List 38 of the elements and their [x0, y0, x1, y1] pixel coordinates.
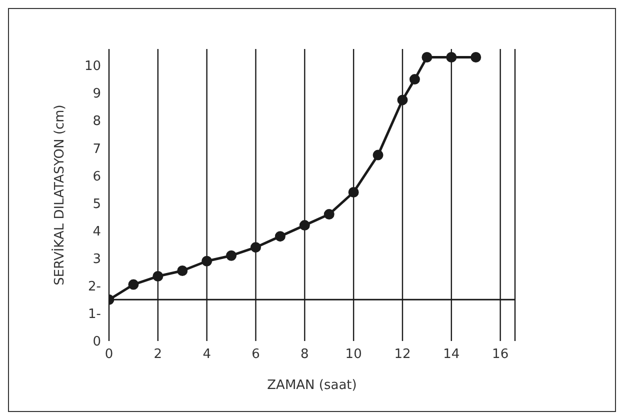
- x-tick-label: 10: [345, 347, 362, 362]
- x-tick-label: 0: [104, 347, 114, 362]
- point: [299, 220, 310, 231]
- point: [409, 74, 420, 85]
- x-tick-label: 8: [300, 347, 309, 362]
- x-tick-label: 14: [443, 347, 460, 362]
- y-tick-label: 7: [92, 142, 101, 157]
- x-tick-label: 4: [202, 347, 211, 362]
- point: [226, 250, 237, 261]
- point: [274, 231, 286, 242]
- point: [177, 266, 188, 276]
- y-tick-label: 10: [84, 59, 101, 74]
- x-tick-label: 12: [394, 347, 411, 362]
- y-tick-label: 6: [92, 169, 101, 184]
- x-tick-label: 6: [252, 347, 260, 362]
- point: [397, 94, 408, 106]
- point: [152, 271, 164, 282]
- point: [250, 242, 261, 253]
- point: [348, 186, 359, 198]
- y-tick-label: 4: [92, 224, 101, 240]
- y-tick-label: 5: [92, 196, 101, 212]
- point: [324, 209, 334, 220]
- y-tick-label: 2-: [88, 280, 102, 295]
- x-tick-label: 16: [492, 347, 509, 362]
- point: [128, 279, 139, 290]
- point: [470, 52, 482, 63]
- x-axis-title: ZAMAN (saat): [267, 378, 357, 393]
- y-tick-label: 3: [92, 252, 101, 267]
- x-tick-label: 2: [154, 347, 162, 362]
- y-tick-label: 9: [92, 86, 101, 102]
- point: [372, 150, 384, 160]
- point: [202, 256, 212, 266]
- point: [446, 52, 457, 63]
- y-tick-label: 0: [92, 334, 101, 350]
- y-tick-label: 8: [92, 114, 101, 130]
- y-axis-title: SERVİKAL DILATASYON (cm): [52, 104, 68, 286]
- point: [422, 52, 432, 63]
- y-tick-label: 1-: [88, 307, 102, 322]
